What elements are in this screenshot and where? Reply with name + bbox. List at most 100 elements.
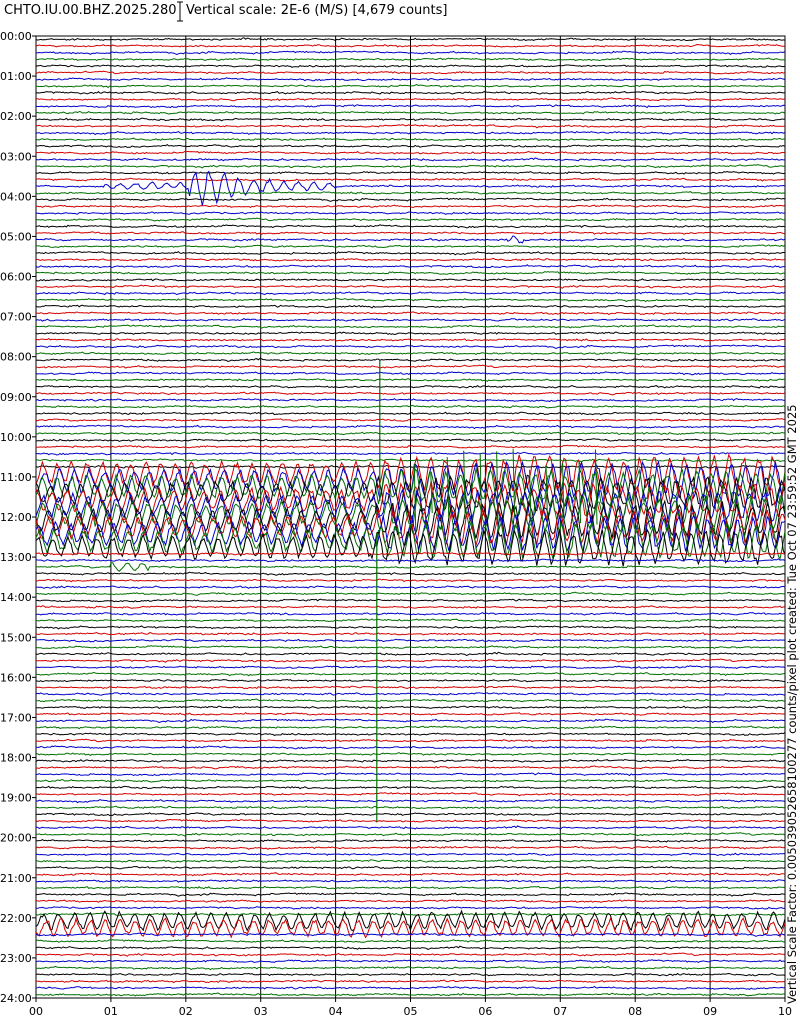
y-tick-label: 01:00	[0, 70, 32, 83]
y-tick-label: 14:00	[0, 591, 32, 604]
trace-line	[35, 785, 786, 790]
x-tick-label: 09	[703, 1005, 717, 1018]
trace-line	[35, 451, 785, 456]
trace-line	[35, 324, 786, 329]
x-tick-label: 05	[404, 1005, 418, 1018]
x-tick-label: 03	[254, 1005, 268, 1018]
y-tick-label: 08:00	[0, 351, 32, 364]
y-tick-label: 11:00	[0, 471, 32, 484]
y-tick-label: 22:00	[0, 912, 32, 925]
trace-line	[35, 605, 785, 609]
x-tick-label: 06	[478, 1005, 492, 1018]
x-tick-label: 10	[778, 1005, 792, 1018]
vertical-scale-bar-icon	[177, 1, 183, 22]
trace-line	[35, 170, 785, 175]
trace-line	[35, 297, 786, 303]
y-axis: 00:00 01:00 02:00 03:00 04:00 05:00 06:00 07:00…	[0, 30, 36, 1005]
trace-line	[35, 264, 785, 269]
x-tick-label: 02	[179, 1005, 193, 1018]
trace-line	[35, 939, 785, 943]
trace-line	[36, 117, 785, 122]
trace-line	[35, 558, 785, 563]
trace-line	[36, 638, 785, 643]
trace-line	[35, 331, 785, 336]
trace-line	[35, 37, 785, 42]
y-tick-label: 15:00	[0, 631, 32, 644]
trace-line	[35, 474, 786, 512]
y-tick-label: 24:00	[0, 992, 32, 1005]
trace-line	[35, 645, 785, 649]
trace-line	[36, 250, 785, 256]
y-tick-label: 06:00	[0, 271, 32, 284]
trace-line	[35, 97, 785, 102]
trace-line	[36, 164, 785, 169]
trace-line	[35, 444, 785, 449]
trace-line	[35, 304, 785, 309]
trace-line	[35, 799, 785, 804]
trace-line	[35, 972, 785, 977]
trace-line	[35, 892, 785, 897]
trace-line	[35, 879, 786, 883]
trace-line	[35, 157, 785, 162]
trace-line	[479, 452, 483, 530]
trace-line	[35, 678, 785, 683]
y-tick-label: 05:00	[0, 230, 32, 243]
y-tick-label: 17:00	[0, 711, 32, 724]
trace-line	[35, 718, 785, 724]
trace-line	[35, 992, 785, 997]
y-tick-label: 09:00	[0, 391, 32, 404]
trace-line	[35, 418, 785, 422]
trace-line	[36, 752, 785, 757]
trace-line	[35, 691, 785, 696]
trace-line	[35, 738, 785, 743]
traces	[35, 37, 786, 997]
trace-line	[36, 832, 786, 837]
trace-line	[35, 211, 785, 215]
trace-line	[35, 571, 785, 576]
trace-line	[35, 43, 785, 48]
trace-line	[35, 578, 785, 583]
trace-line	[36, 311, 786, 316]
trace-line	[35, 859, 785, 863]
trace-line	[35, 705, 785, 710]
trace-line	[35, 291, 786, 296]
trace-line	[35, 384, 786, 389]
trace-line	[595, 449, 598, 525]
trace-line	[35, 805, 785, 810]
trace-line	[35, 812, 785, 817]
trace-line	[35, 143, 786, 148]
trace-line	[35, 217, 785, 222]
trace-line	[36, 244, 786, 249]
trace-line	[35, 64, 785, 68]
trace-line	[35, 190, 785, 195]
trace-line	[35, 411, 786, 416]
y-tick-label: 18:00	[0, 752, 32, 765]
x-tick-label: 00	[29, 1005, 43, 1018]
trace-line	[35, 725, 785, 730]
trace-line	[36, 204, 785, 209]
trace-line	[35, 611, 785, 616]
trace-line	[35, 77, 785, 82]
trace-line	[35, 364, 786, 369]
trace-line	[35, 912, 786, 917]
trace-line	[35, 625, 785, 630]
trace-line	[35, 865, 785, 870]
trace-line	[35, 357, 785, 363]
trace-line	[35, 224, 785, 229]
trace-line	[35, 437, 785, 442]
trace-line	[578, 461, 582, 524]
y-tick-label: 03:00	[0, 150, 32, 163]
trace-line	[35, 618, 785, 623]
trace-line	[35, 284, 785, 289]
x-tick-label: 01	[104, 1005, 118, 1018]
x-tick-label: 07	[553, 1005, 567, 1018]
y-tick-label: 00:00	[0, 30, 32, 43]
trace-line	[35, 271, 785, 275]
trace-line	[35, 932, 785, 937]
trace-line	[35, 480, 786, 521]
trace-line	[35, 318, 786, 322]
trace-line	[35, 698, 785, 703]
trace-line	[35, 745, 785, 750]
trace-line	[545, 464, 549, 527]
